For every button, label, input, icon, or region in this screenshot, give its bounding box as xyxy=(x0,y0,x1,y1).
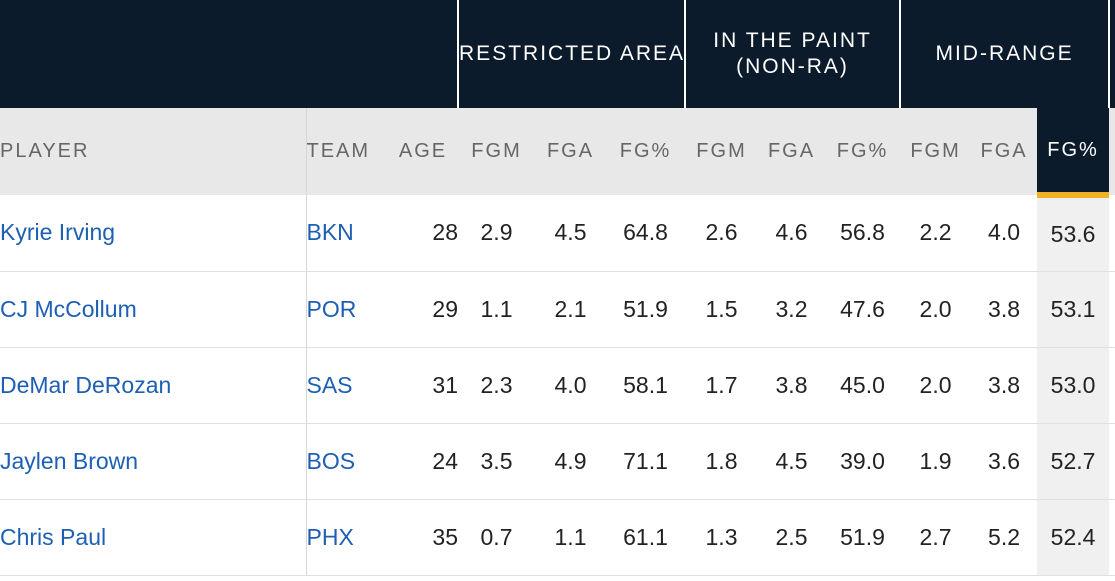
row-edge xyxy=(1109,347,1115,423)
in-the-paint-sublabel: (NON-RA) xyxy=(736,55,849,78)
mr-fga-cell: 3.8 xyxy=(988,371,1021,398)
row-edge xyxy=(1109,499,1115,575)
paint-fga-cell: 4.5 xyxy=(775,447,808,474)
column-header-age[interactable]: AGE xyxy=(398,140,448,162)
group-header-row: RESTRICTED AREA IN THE PAINT (NON-RA) MI… xyxy=(0,0,1115,108)
column-header-ra-fgm[interactable]: FGM xyxy=(471,140,522,162)
row-edge xyxy=(1109,195,1115,271)
paint-fga-cell: 3.8 xyxy=(775,371,808,398)
in-the-paint-label: IN THE PAINT xyxy=(713,29,872,52)
ra-fga-cell: 4.5 xyxy=(554,219,587,246)
table-row: CJ McCollum POR 29 1.1 2.1 51.9 1.5 3.2 … xyxy=(0,271,1115,347)
mr-fga-cell: 3.6 xyxy=(988,447,1021,474)
column-header-edge xyxy=(1109,108,1115,195)
age-cell: 28 xyxy=(432,219,459,246)
age-cell: 24 xyxy=(432,447,459,474)
column-header-paint-fg-pct[interactable]: FG% xyxy=(836,140,889,162)
group-header-blank xyxy=(0,0,458,108)
restricted-area-label: RESTRICTED AREA xyxy=(459,42,686,65)
table-row: Jaylen Brown BOS 24 3.5 4.9 71.1 1.8 4.5… xyxy=(0,423,1115,499)
column-header-paint-fga[interactable]: FGA xyxy=(767,140,816,162)
paint-fg-pct-cell: 39.0 xyxy=(840,447,885,474)
column-header-mr-fga[interactable]: FGA xyxy=(980,140,1028,162)
player-link[interactable]: DeMar DeRozan xyxy=(0,347,307,423)
paint-fga-cell: 2.5 xyxy=(775,523,808,550)
team-link[interactable]: PHX xyxy=(306,523,354,550)
player-link[interactable]: Jaylen Brown xyxy=(0,423,307,499)
column-header-player[interactable]: PLAYER xyxy=(0,108,307,195)
team-link[interactable]: BKN xyxy=(306,219,354,246)
ra-fg-pct-cell: 71.1 xyxy=(623,447,668,474)
mr-fg-pct-cell: 53.0 xyxy=(1037,347,1110,423)
column-header-ra-fg-pct[interactable]: FG% xyxy=(619,140,672,162)
group-header-edge xyxy=(1109,0,1115,108)
team-link[interactable]: BOS xyxy=(306,447,356,474)
mr-fga-cell: 3.8 xyxy=(988,295,1021,322)
column-header-ra-fga[interactable]: FGA xyxy=(546,140,595,162)
player-link[interactable]: Chris Paul xyxy=(0,499,307,575)
table-row: Chris Paul PHX 35 0.7 1.1 61.1 1.3 2.5 5… xyxy=(0,499,1115,575)
paint-fg-pct-cell: 45.0 xyxy=(840,371,885,398)
age-cell: 31 xyxy=(432,371,459,398)
mr-fga-cell: 5.2 xyxy=(988,523,1021,550)
mr-fg-pct-cell: 52.7 xyxy=(1037,423,1110,499)
ra-fg-pct-cell: 64.8 xyxy=(623,219,668,246)
paint-fg-pct-cell: 47.6 xyxy=(840,295,885,322)
ra-fg-pct-cell: 51.9 xyxy=(623,295,668,322)
mr-fgm-cell: 1.9 xyxy=(919,447,952,474)
player-link[interactable]: Kyrie Irving xyxy=(0,195,307,271)
ra-fgm-cell: 2.9 xyxy=(480,219,513,246)
mr-fgm-cell: 2.0 xyxy=(919,371,952,398)
paint-fgm-cell: 1.5 xyxy=(705,295,738,322)
group-header-restricted-area: RESTRICTED AREA xyxy=(457,0,686,108)
paint-fgm-cell: 1.7 xyxy=(705,371,738,398)
player-link[interactable]: CJ McCollum xyxy=(0,271,307,347)
ra-fga-cell: 2.1 xyxy=(554,295,587,322)
paint-fg-pct-cell: 51.9 xyxy=(840,523,885,550)
team-link[interactable]: POR xyxy=(306,295,357,322)
ra-fga-cell: 4.0 xyxy=(554,371,587,398)
ra-fgm-cell: 0.7 xyxy=(480,523,513,550)
ra-fg-pct-cell: 61.1 xyxy=(623,523,668,550)
paint-fgm-cell: 2.6 xyxy=(705,219,738,246)
ra-fga-cell: 4.9 xyxy=(554,447,587,474)
paint-fgm-cell: 1.3 xyxy=(705,523,738,550)
mr-fgm-cell: 2.7 xyxy=(919,523,952,550)
column-header-team[interactable]: TEAM xyxy=(306,140,371,162)
row-edge xyxy=(1109,271,1115,347)
mid-range-label: MID-RANGE xyxy=(935,42,1074,65)
ra-fgm-cell: 3.5 xyxy=(480,447,513,474)
group-header-mid-range: MID-RANGE xyxy=(899,0,1111,108)
mr-fga-cell: 4.0 xyxy=(988,219,1021,246)
mr-fgm-cell: 2.0 xyxy=(919,295,952,322)
age-cell: 29 xyxy=(432,295,459,322)
column-header-row: PLAYER TEAM AGE FGM FGA FG% FGM FGA FG% … xyxy=(0,108,1115,198)
mr-fg-pct-cell: 52.4 xyxy=(1037,499,1110,575)
table-row: Kyrie Irving BKN 28 2.9 4.5 64.8 2.6 4.6… xyxy=(0,195,1115,271)
row-edge xyxy=(1109,423,1115,499)
table-row: DeMar DeRozan SAS 31 2.3 4.0 58.1 1.7 3.… xyxy=(0,347,1115,423)
group-header-in-the-paint: IN THE PAINT (NON-RA) xyxy=(684,0,901,108)
paint-fga-cell: 4.6 xyxy=(775,219,808,246)
ra-fgm-cell: 2.3 xyxy=(480,371,513,398)
column-header-mr-fgm[interactable]: FGM xyxy=(910,140,961,162)
column-header-paint-fgm[interactable]: FGM xyxy=(696,140,747,162)
team-link[interactable]: SAS xyxy=(306,371,353,398)
paint-fga-cell: 3.2 xyxy=(775,295,808,322)
paint-fg-pct-cell: 56.8 xyxy=(840,219,885,246)
paint-fgm-cell: 1.8 xyxy=(705,447,738,474)
mr-fg-pct-cell: 53.1 xyxy=(1037,271,1110,347)
column-header-mr-fg-pct-sorted[interactable]: FG% xyxy=(1037,108,1110,198)
ra-fga-cell: 1.1 xyxy=(554,523,587,550)
age-cell: 35 xyxy=(432,523,459,550)
mr-fg-pct-cell: 53.6 xyxy=(1037,195,1110,271)
ra-fg-pct-cell: 58.1 xyxy=(623,371,668,398)
mr-fgm-cell: 2.2 xyxy=(919,219,952,246)
ra-fgm-cell: 1.1 xyxy=(480,295,513,322)
